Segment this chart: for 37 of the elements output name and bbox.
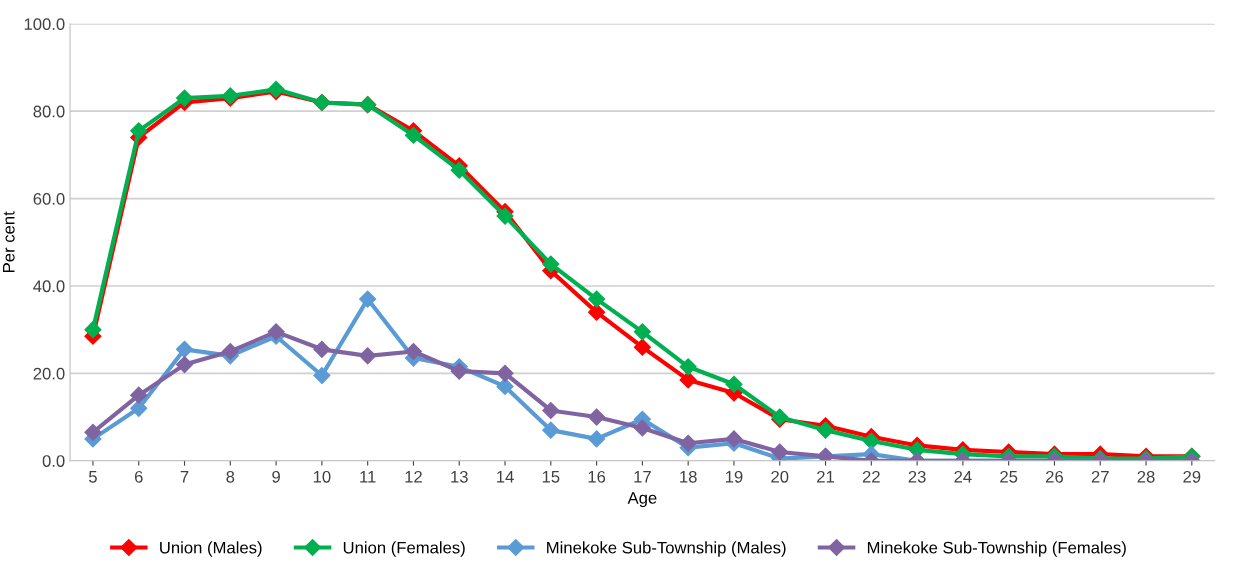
- x-axis-title: Age: [627, 492, 657, 508]
- y-tick-label: 40.0: [33, 280, 65, 293]
- x-tick-label: 27: [1091, 470, 1109, 483]
- y-tick-label: 20.0: [33, 367, 65, 380]
- x-tick-label: 29: [1183, 470, 1201, 483]
- x-tick-label: 8: [226, 470, 235, 483]
- x-tick-label: 24: [954, 470, 972, 483]
- x-tick-label: 25: [1000, 470, 1018, 483]
- x-tick-label: 23: [908, 470, 926, 483]
- x-tick-label: 5: [88, 471, 97, 483]
- x-tick-label: 13: [451, 470, 468, 483]
- x-tick-label: 7: [180, 471, 189, 483]
- y-tick-label: 60.0: [33, 192, 65, 205]
- legend-label: Union (Females): [343, 541, 465, 557]
- legend-label: Minekoke Sub-Township (Males): [547, 541, 786, 557]
- y-tick-label: 80.0: [33, 105, 65, 118]
- x-tick-label: 28: [1137, 470, 1155, 483]
- x-tick-label: 15: [542, 471, 560, 483]
- x-tick-label: 20: [771, 470, 789, 483]
- x-tick-label: 19: [725, 470, 743, 483]
- x-tick-label: 9: [272, 470, 280, 483]
- x-tick-label: 21: [817, 470, 834, 483]
- y-axis-title: Per cent: [3, 211, 15, 272]
- x-tick-label: 10: [313, 470, 331, 483]
- x-tick-label: 14: [497, 471, 514, 483]
- y-tick-label: 0.0: [42, 455, 65, 467]
- x-tick-label: 18: [680, 470, 697, 483]
- x-tick-label: 16: [588, 470, 606, 483]
- legend-label: Minekoke Sub-Township (Females): [867, 541, 1126, 557]
- x-tick-label: 12: [405, 470, 422, 483]
- x-tick-label: 6: [134, 470, 143, 483]
- y-tick-label: 100.0: [24, 18, 65, 31]
- legend-label: Union (Males): [160, 541, 262, 557]
- x-tick-label: 22: [862, 470, 880, 483]
- x-tick-label: 26: [1046, 470, 1064, 483]
- x-tick-label: 11: [360, 471, 376, 483]
- x-tick-label: 17: [634, 471, 651, 483]
